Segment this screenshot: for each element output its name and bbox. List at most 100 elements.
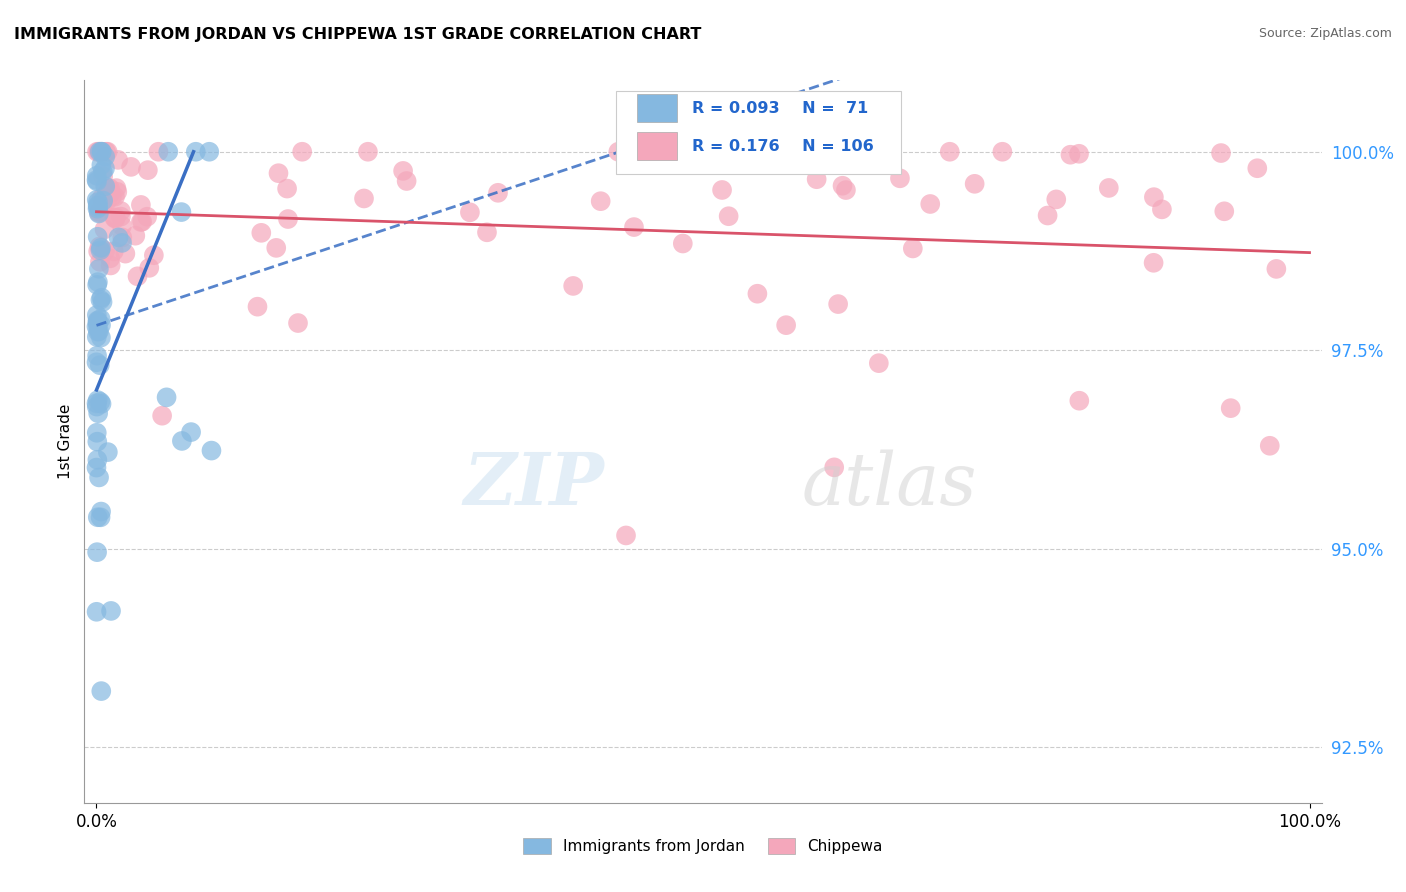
- Point: [87, 470, 110, 484]
- Point: [157, 145, 180, 159]
- Point: [86, 277, 108, 292]
- Point: [86, 169, 108, 183]
- Point: [142, 248, 165, 262]
- Point: [103, 244, 125, 259]
- Point: [87, 325, 110, 339]
- Point: [114, 246, 136, 260]
- Point: [87, 406, 110, 420]
- Point: [86, 396, 108, 410]
- Point: [672, 236, 695, 251]
- Point: [86, 605, 108, 619]
- Point: [110, 204, 132, 219]
- Point: [86, 313, 108, 327]
- Point: [1246, 161, 1268, 176]
- Point: [1209, 146, 1232, 161]
- Point: [86, 193, 108, 207]
- Point: [90, 330, 112, 344]
- FancyBboxPatch shape: [616, 91, 901, 174]
- Point: [823, 460, 845, 475]
- Point: [1150, 202, 1173, 217]
- Point: [87, 316, 110, 330]
- Point: [86, 315, 108, 329]
- Point: [1059, 147, 1081, 161]
- Point: [124, 228, 146, 243]
- Point: [107, 230, 129, 244]
- Point: [87, 194, 110, 209]
- Point: [170, 434, 193, 448]
- Point: [86, 460, 108, 475]
- Point: [105, 181, 128, 195]
- Point: [105, 185, 128, 199]
- Point: [831, 178, 853, 193]
- Point: [98, 252, 121, 266]
- Point: [291, 145, 314, 159]
- Text: atlas: atlas: [801, 450, 977, 520]
- Point: [1069, 393, 1091, 408]
- Point: [94, 150, 117, 164]
- Point: [89, 395, 111, 409]
- Point: [86, 308, 108, 322]
- Point: [835, 183, 858, 197]
- Point: [98, 181, 121, 195]
- Point: [87, 206, 110, 220]
- Point: [100, 604, 122, 618]
- Point: [963, 177, 986, 191]
- Point: [86, 173, 108, 187]
- Point: [94, 179, 117, 194]
- Point: [889, 171, 911, 186]
- Point: [277, 212, 299, 227]
- Point: [87, 275, 110, 289]
- Point: [136, 163, 159, 178]
- Text: R = 0.093    N =  71: R = 0.093 N = 71: [692, 101, 868, 116]
- Point: [86, 452, 108, 467]
- Point: [1067, 146, 1090, 161]
- Point: [250, 226, 273, 240]
- Point: [87, 204, 110, 219]
- Point: [129, 198, 152, 212]
- Point: [155, 390, 177, 404]
- Point: [357, 145, 380, 159]
- Point: [696, 157, 718, 171]
- Point: [180, 425, 202, 439]
- Point: [86, 202, 108, 216]
- Point: [104, 211, 127, 226]
- Point: [89, 239, 111, 253]
- Point: [86, 319, 108, 334]
- Point: [589, 194, 612, 209]
- Point: [90, 241, 112, 255]
- Point: [86, 400, 108, 414]
- Point: [91, 169, 114, 184]
- Point: [607, 145, 630, 159]
- Point: [86, 145, 108, 159]
- Point: [100, 186, 122, 201]
- Point: [150, 409, 173, 423]
- Point: [395, 174, 418, 188]
- Point: [1045, 193, 1067, 207]
- Point: [129, 215, 152, 229]
- Point: [86, 229, 108, 244]
- FancyBboxPatch shape: [637, 132, 678, 160]
- Point: [184, 145, 207, 159]
- Point: [127, 269, 149, 284]
- Point: [1265, 261, 1288, 276]
- Point: [87, 261, 110, 276]
- Point: [89, 293, 111, 307]
- Point: [90, 504, 112, 518]
- Point: [90, 510, 112, 524]
- Point: [90, 684, 112, 698]
- Point: [111, 219, 134, 233]
- Point: [91, 198, 114, 212]
- Point: [96, 194, 118, 209]
- Point: [148, 145, 170, 159]
- Point: [87, 324, 110, 338]
- Point: [1219, 401, 1241, 416]
- Point: [90, 318, 112, 332]
- Point: [86, 174, 108, 188]
- Point: [89, 243, 111, 257]
- Point: [939, 145, 962, 159]
- Point: [1098, 181, 1121, 195]
- Point: [90, 145, 112, 159]
- Point: [264, 241, 287, 255]
- Point: [827, 297, 849, 311]
- Point: [93, 222, 115, 236]
